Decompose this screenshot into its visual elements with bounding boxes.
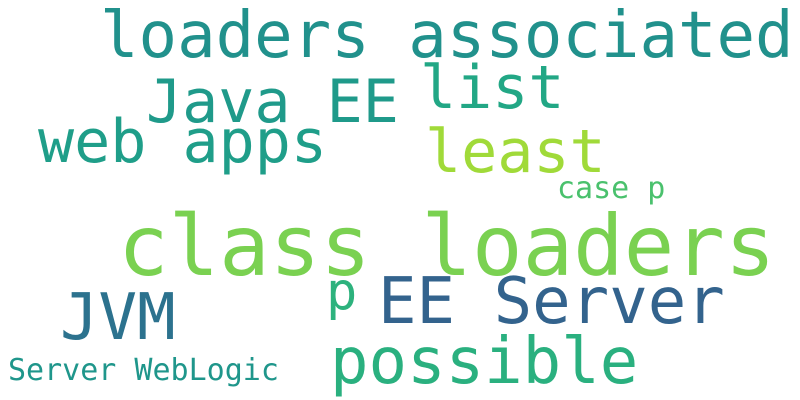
word-server-weblogic: Server WebLogic (8, 353, 279, 388)
word-web-apps: web apps (38, 107, 327, 177)
word-possible: possible (330, 325, 639, 399)
word-list: list (420, 53, 565, 123)
word-jvm: JVM (60, 281, 176, 355)
word-java-ee: Java EE (146, 67, 399, 137)
word-least: least (425, 117, 606, 187)
word-case-p: case p (557, 171, 666, 206)
word-p: p (326, 262, 358, 322)
word-class-loaders: class loaders (118, 197, 776, 295)
word-loaders-associated: loaders associated (100, 0, 794, 73)
word-ee-server: EE Server (378, 265, 725, 339)
